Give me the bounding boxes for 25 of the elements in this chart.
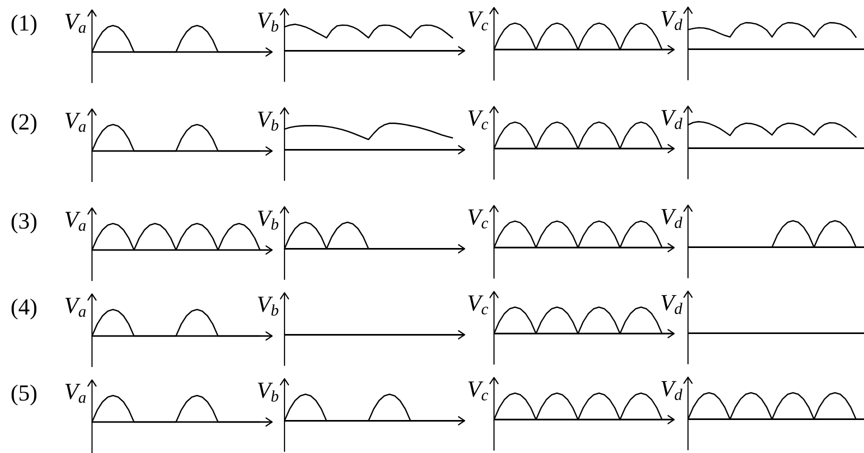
y-axis-title: V$_{d}$	[661, 11, 682, 30]
y-axis-title: V$_{c}$	[468, 110, 488, 130]
text: V$_{d}$	[661, 295, 682, 314]
y-axis-title: V$_{c}$	[468, 12, 488, 30]
y-axis-title: V$_{d}$	[661, 110, 682, 130]
y-axis-title: V$_{d}$	[661, 209, 682, 228]
chart-title: (5)	[12, 384, 36, 406]
y-axis-title: V$_{b}$	[258, 382, 278, 402]
chart-title: (4)	[12, 298, 36, 320]
y-axis-title: V$_{a}$	[65, 14, 86, 33]
y-axis-title: V$_{d}$	[661, 381, 682, 400]
chart-title: (1)	[12, 14, 36, 36]
y-axis-title: V$_{c}$	[468, 296, 488, 314]
y-axis-title: V$_{a}$	[65, 298, 86, 317]
chart-title: (2)	[12, 114, 36, 134]
y-axis-title: V$_{c}$	[468, 382, 488, 400]
text: V$_{b}$	[258, 296, 278, 316]
chart-title: (3)	[12, 212, 36, 234]
y-axis-title: V$_{b}$	[258, 12, 278, 32]
y-axis-title: V$_{c}$	[468, 210, 488, 228]
y-axis-title: V$_{a}$	[65, 384, 86, 403]
y-axis-title: V$_{b}$	[258, 112, 278, 131]
y-axis-title: V$_{a}$	[65, 212, 86, 231]
y-axis-title: V$_{b}$	[258, 210, 278, 230]
y-axis-title: V$_{a}$	[65, 112, 86, 132]
